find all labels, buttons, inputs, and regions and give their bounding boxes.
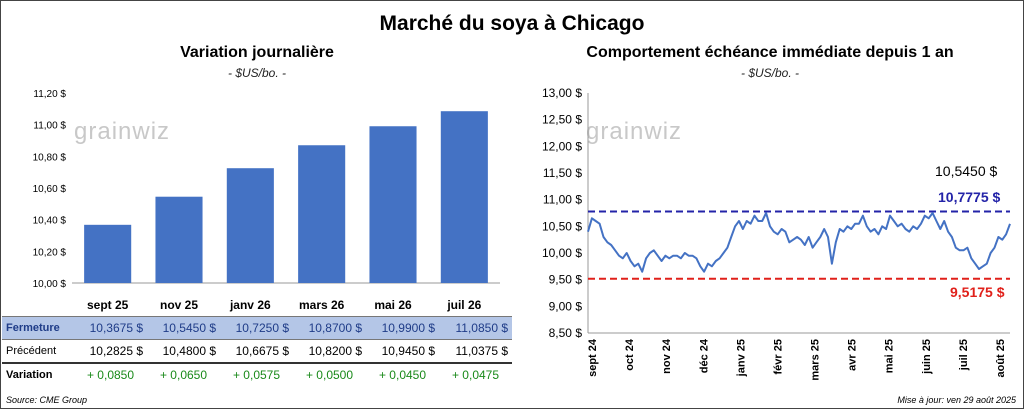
previous-row-label: Précédent	[2, 339, 74, 364]
change-cell: + 0,0450	[378, 367, 427, 382]
page-title: Marché du soya à Chicago	[379, 12, 645, 35]
left-chart-subtitle: - $US/bo. -	[227, 66, 287, 80]
close-row-label: Fermeture	[2, 316, 74, 340]
close-cell: 10,8700 $	[293, 316, 366, 340]
y-tick-label: 11,20 $	[33, 89, 66, 100]
change-cell: + 0,0575	[232, 367, 281, 382]
y-tick-label: 10,20 $	[33, 247, 67, 258]
bar-chart: 10,00 $ 10,20 $ 10,40 $ 10,60 $ 10,80 $ 11,00…	[33, 89, 500, 312]
bar	[298, 145, 346, 283]
close-cell: 10,7250 $	[220, 316, 293, 340]
table-row-change: Variation + 0,0850 + 0,0650 + 0,0575 + 0…	[2, 363, 512, 386]
x-tick-label: sept 25	[87, 298, 129, 312]
contract-table: Fermeture 10,3675 $ 10,5450 $ 10,7250 $ …	[2, 316, 512, 386]
change-row-label: Variation	[6, 368, 53, 381]
high-price-label: 10,7775 $	[938, 189, 1001, 205]
change-cell: + 0,0475	[451, 367, 500, 382]
close-cell: 10,5450 $	[147, 316, 220, 340]
y-tick-label: 10,60 $	[33, 184, 67, 195]
close-cell: 11,0850 $	[439, 316, 512, 340]
bar	[440, 111, 488, 283]
right-chart-title: Comportement échéance immédiate depuis 1…	[586, 44, 954, 61]
bar	[155, 196, 203, 283]
x-tick-label: janv 26	[229, 298, 271, 312]
x-tick-label: mars 26	[299, 298, 345, 312]
y-tick-label: 11,00 $	[33, 121, 66, 132]
bar	[226, 168, 274, 283]
y-tick-label: 10,00 $	[33, 279, 67, 290]
table-row-previous: Précédent 10,2825 $ 10,4800 $ 10,6675 $ …	[2, 339, 512, 364]
table-row-close: Fermeture 10,3675 $ 10,5450 $ 10,7250 $ …	[2, 316, 512, 340]
close-cell: 10,3675 $	[74, 316, 147, 340]
bar	[369, 126, 417, 283]
bar	[84, 224, 132, 283]
previous-cell: 10,9450 $	[366, 339, 439, 364]
low-price-label: 9,5175 $	[950, 284, 1005, 300]
x-tick-label: juil 26	[446, 298, 481, 312]
previous-cell: 11,0375 $	[439, 339, 512, 364]
right-chart-subtitle: - $US/bo. -	[740, 66, 800, 80]
previous-cell: 10,6675 $	[220, 339, 293, 364]
y-tick-label: 10,40 $	[33, 216, 67, 227]
change-cell: + 0,0650	[159, 367, 208, 382]
previous-cell: 10,2825 $	[74, 339, 147, 364]
source-note: Source: CME Group	[6, 395, 88, 405]
x-tick-label: nov 25	[160, 298, 198, 312]
left-chart-title: Variation journalière	[180, 44, 334, 61]
close-cell: 10,9900 $	[366, 316, 439, 340]
y-tick-label: 10,80 $	[33, 152, 67, 163]
right-logo: grainwiz	[586, 118, 683, 145]
last-price-label: 10,5450 $	[935, 163, 998, 179]
change-cell: + 0,0850	[86, 367, 135, 382]
left-logo: grainwiz	[74, 118, 171, 145]
update-note: Mise à jour: ven 29 août 2025	[897, 395, 1016, 405]
previous-cell: 10,8200 $	[293, 339, 366, 364]
previous-cell: 10,4800 $	[147, 339, 220, 364]
change-cell: + 0,0500	[305, 367, 354, 382]
x-tick-label: mai 26	[374, 298, 412, 312]
